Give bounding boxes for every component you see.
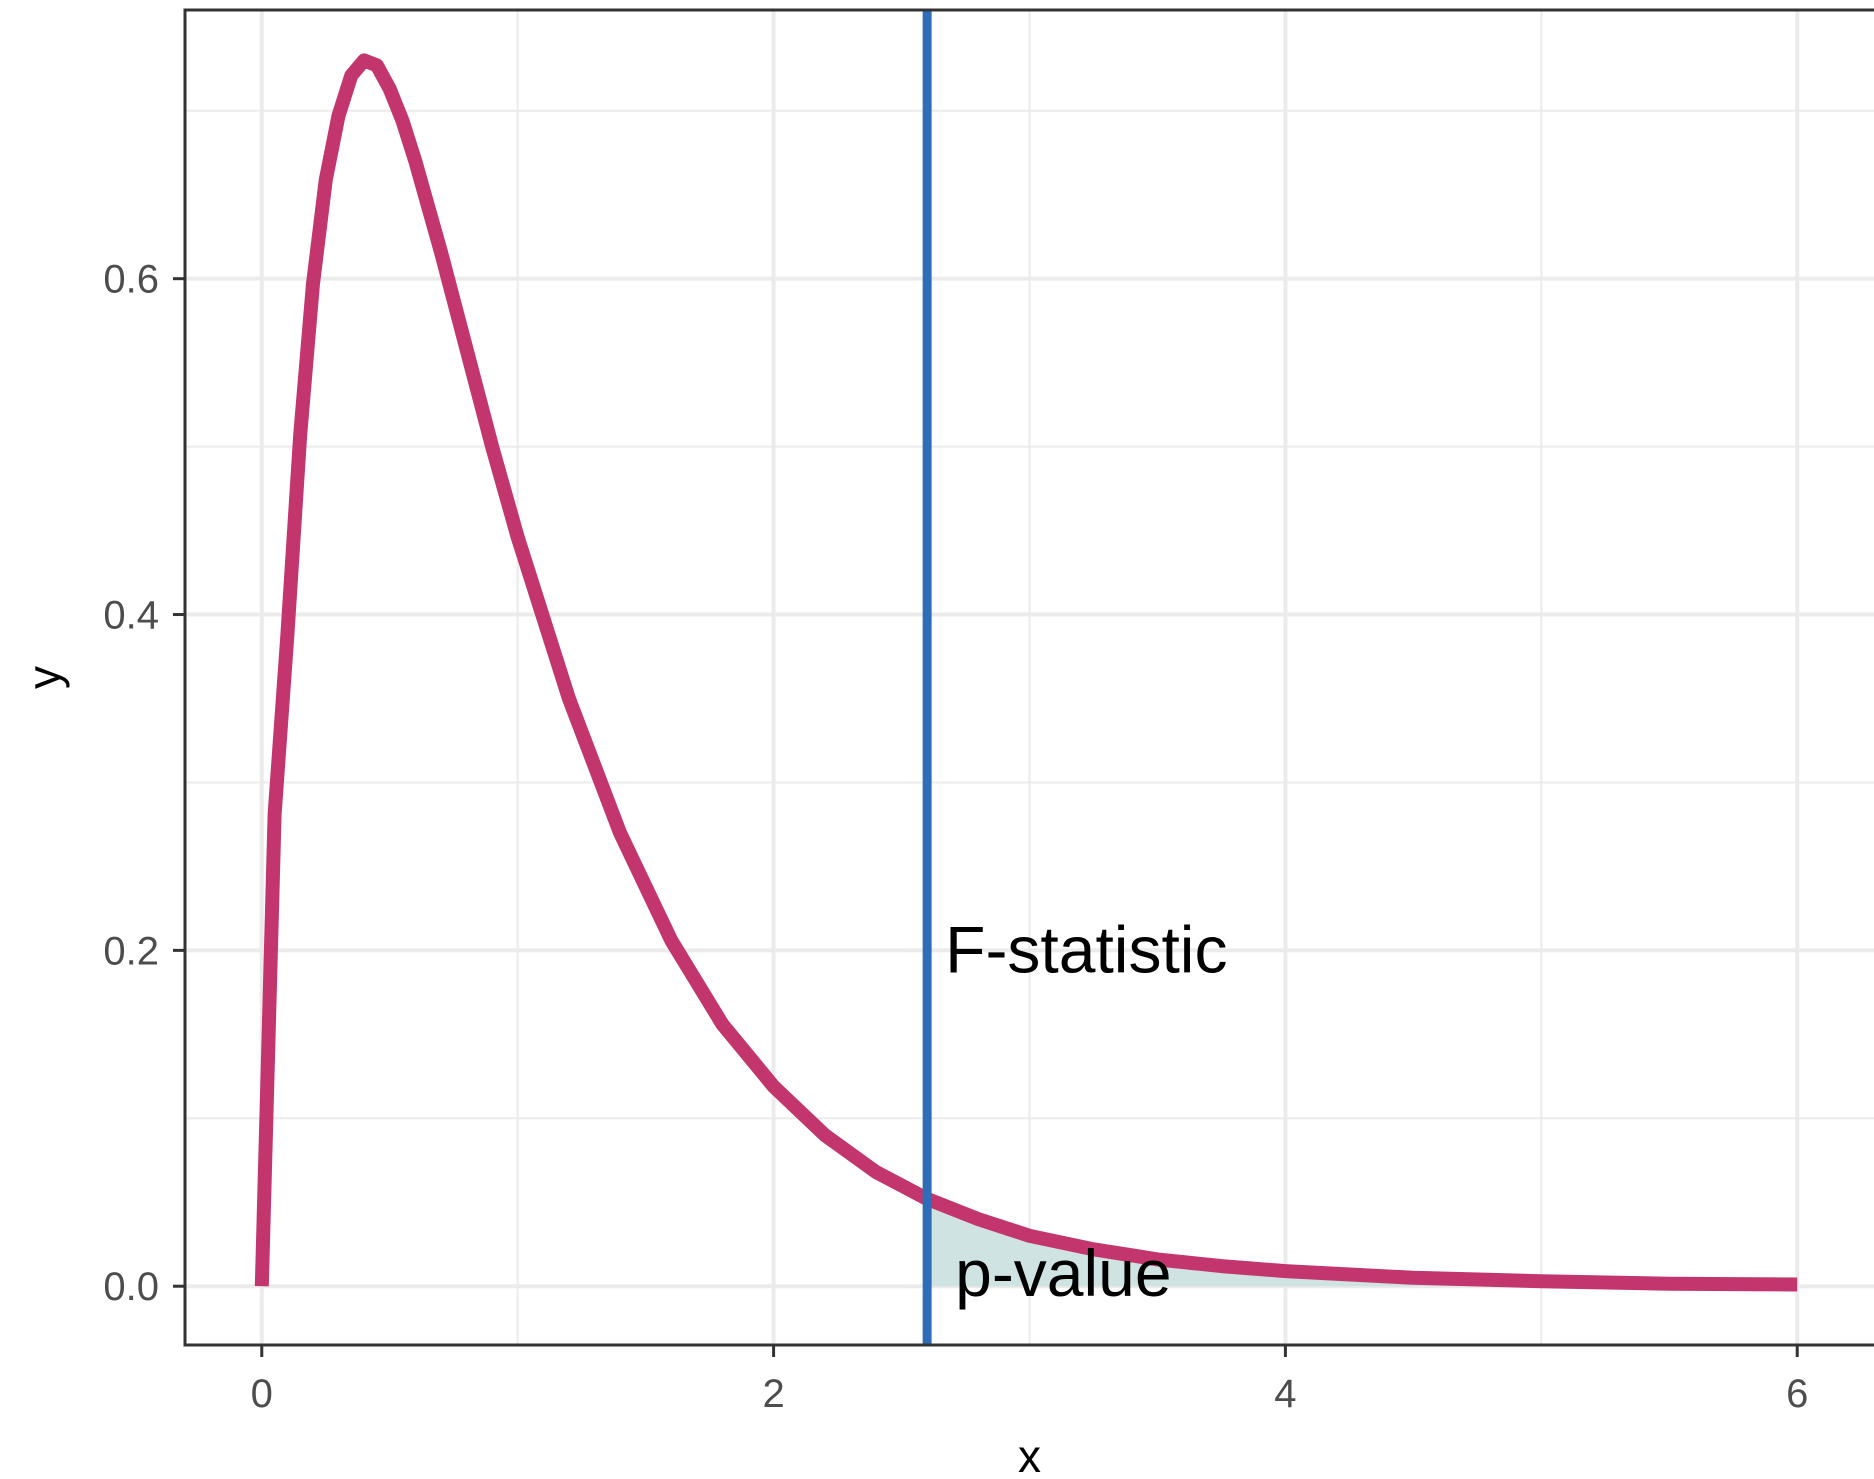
x-axis-ticks: 0 2 4 6 <box>251 1345 1808 1416</box>
major-gridlines <box>185 10 1874 1345</box>
x-axis-title: x <box>1018 1430 1041 1479</box>
x-tick-label: 0 <box>251 1372 273 1416</box>
x-tick-label: 4 <box>1274 1372 1296 1416</box>
y-tick-label: 0.0 <box>103 1265 159 1309</box>
x-tick-label: 6 <box>1786 1372 1808 1416</box>
y-axis-title: y <box>18 666 70 689</box>
p-value-label: p-value <box>955 1236 1171 1310</box>
y-tick-label: 0.2 <box>103 929 159 973</box>
y-tick-label: 0.4 <box>103 594 159 638</box>
minor-gridlines <box>185 10 1874 1345</box>
y-tick-label: 0.6 <box>103 258 159 302</box>
x-tick-label: 2 <box>762 1372 784 1416</box>
y-axis-ticks: 0.0 0.2 0.4 0.6 <box>103 258 185 1309</box>
f-statistic-label: F-statistic <box>945 912 1227 986</box>
panel-border <box>183 8 1874 1347</box>
f-density-curve <box>254 53 1798 1292</box>
